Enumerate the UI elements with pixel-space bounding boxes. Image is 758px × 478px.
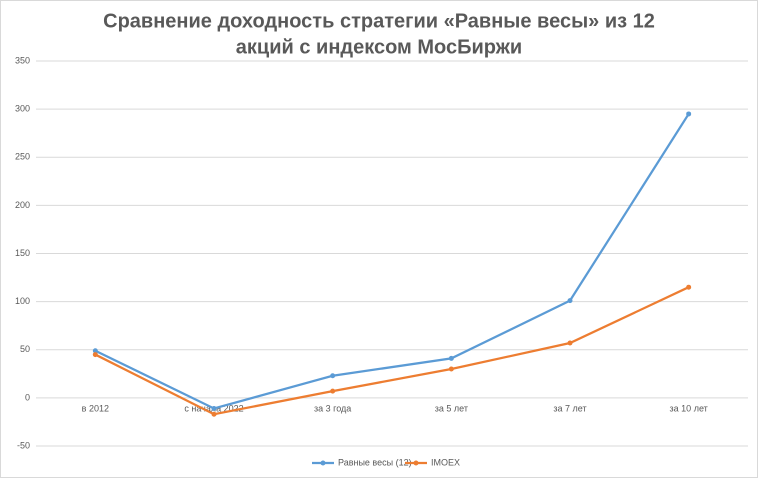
data-point — [211, 405, 217, 411]
series-line — [94, 113, 690, 410]
y-tick-label: 200 — [15, 200, 30, 210]
y-tick-label: 300 — [15, 104, 30, 114]
data-point — [92, 352, 98, 358]
x-tick-label: за 10 лет — [670, 403, 708, 413]
chart-title: Сравнение доходность стратегии «Равные в… — [103, 10, 655, 32]
data-point — [567, 298, 573, 304]
data-point — [686, 111, 692, 117]
y-tick-label: 150 — [15, 248, 30, 258]
series-line — [94, 286, 690, 416]
x-tick-label: за 5 лет — [435, 403, 468, 413]
x-tick-label: за 7 лет — [553, 403, 586, 413]
y-tick-label: 350 — [15, 55, 30, 65]
y-tick-label: 50 — [20, 344, 30, 354]
x-tick-label: в 2012 — [82, 403, 109, 413]
legend-label: Равные весы (12) — [338, 457, 412, 467]
y-tick-label: 250 — [15, 152, 30, 162]
legend-marker — [320, 460, 326, 466]
y-tick-label: 0 — [25, 392, 30, 402]
x-tick-label: за 3 года — [314, 403, 351, 413]
chart-title: акций с индексом МосБиржи — [236, 36, 522, 58]
data-point — [211, 411, 217, 417]
data-point — [448, 366, 454, 372]
legend-marker — [413, 460, 419, 466]
y-tick-label: 100 — [15, 296, 30, 306]
data-point — [686, 284, 692, 290]
data-point — [92, 348, 98, 354]
data-point — [448, 355, 454, 361]
y-tick-label: -50 — [17, 440, 30, 450]
data-point — [330, 373, 336, 379]
legend-label: IMOEX — [431, 457, 460, 467]
data-point — [330, 388, 336, 394]
data-point — [567, 340, 573, 346]
